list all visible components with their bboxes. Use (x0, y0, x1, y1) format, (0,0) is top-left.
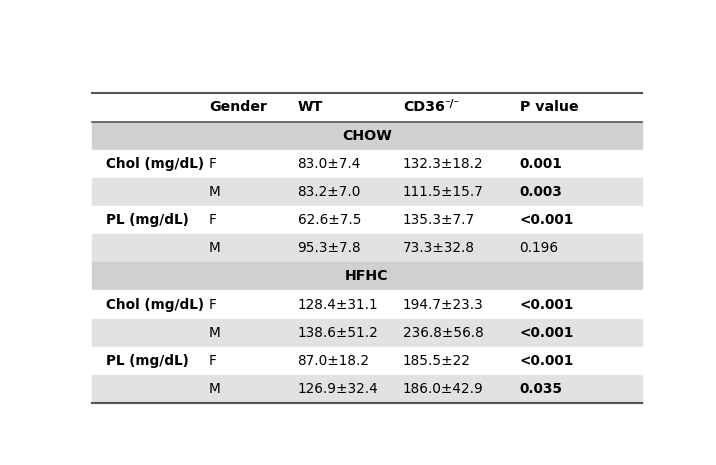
Bar (92, 291, 642, 319)
Text: Chol (mg/dL): Chol (mg/dL) (106, 298, 204, 312)
Text: M: M (209, 326, 221, 340)
Text: 0.003: 0.003 (520, 185, 563, 199)
Text: 194.7±23.3: 194.7±23.3 (403, 298, 484, 312)
Text: <0.001: <0.001 (520, 354, 574, 368)
Text: 0.035: 0.035 (520, 382, 563, 396)
Bar (92, 93, 642, 121)
Text: F: F (209, 213, 217, 227)
Bar (92, 121, 642, 150)
Text: <0.001: <0.001 (520, 298, 574, 312)
Text: M: M (209, 382, 221, 396)
Text: 132.3±18.2: 132.3±18.2 (403, 157, 483, 171)
Text: P value: P value (520, 100, 579, 114)
Text: WT: WT (298, 100, 323, 114)
Text: PL (mg/dL): PL (mg/dL) (106, 213, 189, 227)
Text: 111.5±15.7: 111.5±15.7 (403, 185, 484, 199)
Bar (92, 178, 642, 206)
Text: 83.0±7.4: 83.0±7.4 (298, 157, 361, 171)
Text: <0.001: <0.001 (520, 326, 574, 340)
Text: 95.3±7.8: 95.3±7.8 (298, 241, 361, 255)
Text: 135.3±7.7: 135.3±7.7 (403, 213, 475, 227)
Text: 87.0±18.2: 87.0±18.2 (298, 354, 369, 368)
Bar (92, 347, 642, 375)
Bar (92, 375, 642, 403)
Text: 236.8±56.8: 236.8±56.8 (403, 326, 484, 340)
Text: <0.001: <0.001 (520, 213, 574, 227)
Text: ⁻/⁻: ⁻/⁻ (444, 99, 459, 109)
Bar (92, 262, 642, 291)
Text: F: F (209, 157, 217, 171)
Text: F: F (209, 354, 217, 368)
Text: 186.0±42.9: 186.0±42.9 (403, 382, 484, 396)
Text: 126.9±32.4: 126.9±32.4 (298, 382, 378, 396)
Text: 185.5±22: 185.5±22 (403, 354, 471, 368)
Text: 73.3±32.8: 73.3±32.8 (403, 241, 475, 255)
Bar (92, 206, 642, 234)
Text: F: F (209, 298, 217, 312)
Text: Chol (mg/dL): Chol (mg/dL) (106, 157, 204, 171)
Text: HFHC: HFHC (345, 269, 389, 283)
Bar (92, 319, 642, 347)
Text: M: M (209, 185, 221, 199)
Bar (92, 234, 642, 262)
Text: 138.6±51.2: 138.6±51.2 (298, 326, 378, 340)
Text: CD36: CD36 (403, 100, 445, 114)
Bar (92, 150, 642, 178)
Text: Gender: Gender (209, 100, 267, 114)
Text: 0.196: 0.196 (520, 241, 558, 255)
Text: 0.001: 0.001 (520, 157, 563, 171)
Text: M: M (209, 241, 221, 255)
Text: 83.2±7.0: 83.2±7.0 (298, 185, 361, 199)
Text: CHOW: CHOW (342, 129, 392, 143)
Text: PL (mg/dL): PL (mg/dL) (106, 354, 189, 368)
Text: 62.6±7.5: 62.6±7.5 (298, 213, 361, 227)
Text: 128.4±31.1: 128.4±31.1 (298, 298, 378, 312)
